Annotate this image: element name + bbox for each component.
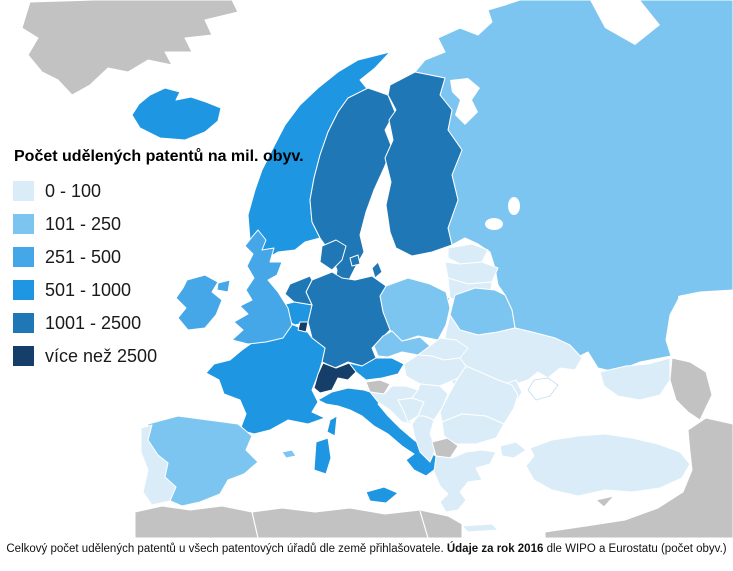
europe-choropleth-map: Počet udělených patentů na mil. obyv. 0 … bbox=[13, 0, 733, 538]
legend-swatch-4 bbox=[13, 313, 34, 333]
country-germany bbox=[305, 271, 391, 369]
country-switzerland bbox=[313, 362, 357, 394]
country-france bbox=[205, 319, 326, 435]
legend-swatch-3 bbox=[13, 280, 34, 300]
country-caucasus bbox=[599, 357, 671, 401]
country-crete bbox=[461, 523, 499, 533]
country-balearics bbox=[281, 449, 297, 459]
country-corsica bbox=[326, 415, 338, 437]
country-denmark-islands bbox=[349, 254, 361, 267]
country-greece bbox=[433, 449, 497, 513]
legend-item-5: více než 2500 bbox=[13, 345, 343, 367]
caption-text-1: Celkový počet udělených patentů u všech … bbox=[6, 543, 447, 555]
africa-border-1 bbox=[251, 511, 259, 538]
legend-swatch-2 bbox=[13, 247, 34, 267]
country-austria bbox=[348, 357, 405, 381]
country-greenland bbox=[21, 0, 239, 96]
country-cyprus bbox=[595, 495, 615, 508]
lake-ladoga bbox=[485, 218, 503, 230]
legend: Počet udělených patentů na mil. obyv. 0 … bbox=[13, 148, 343, 378]
legend-label-4: 1001 - 2500 bbox=[45, 312, 142, 333]
country-crimea bbox=[527, 377, 559, 401]
legend-item-0: 0 - 100 bbox=[13, 180, 343, 202]
country-finland bbox=[384, 71, 463, 257]
legend-item-3: 501 - 1000 bbox=[13, 279, 343, 301]
country-russia bbox=[414, 0, 733, 373]
country-denmark bbox=[319, 239, 347, 271]
country-albania bbox=[411, 415, 437, 463]
legend-item-2: 251 - 500 bbox=[13, 246, 343, 268]
caspian-sea bbox=[678, 290, 733, 366]
country-macedonia bbox=[431, 437, 459, 459]
country-turkey bbox=[525, 433, 691, 497]
legend-label-2: 251 - 500 bbox=[45, 246, 122, 267]
country-gotland bbox=[371, 261, 383, 279]
map-caption: Celkový počet udělených patentů u všech … bbox=[0, 543, 733, 571]
legend-item-1: 101 - 250 bbox=[13, 213, 343, 235]
country-iceland bbox=[131, 87, 222, 141]
country-middle-east bbox=[544, 417, 733, 538]
country-romania bbox=[439, 365, 519, 425]
country-uk bbox=[231, 229, 293, 345]
country-turkey-thrace bbox=[499, 441, 527, 459]
map-canvas bbox=[21, 0, 733, 538]
country-northern-ireland bbox=[216, 279, 231, 293]
country-netherlands bbox=[284, 275, 313, 306]
legend-label-3: 501 - 1000 bbox=[45, 279, 132, 300]
legend-item-4: 1001 - 2500 bbox=[13, 312, 343, 334]
country-slovenia bbox=[365, 379, 391, 395]
legend-title: Počet udělených patentů na mil. obyv. bbox=[14, 148, 304, 165]
country-azerbaijan bbox=[669, 357, 713, 421]
legend-swatch-0 bbox=[13, 181, 34, 201]
legend-label-5: více než 2500 bbox=[45, 345, 158, 366]
legend-swatch-1 bbox=[13, 214, 34, 234]
africa-border-2 bbox=[419, 510, 429, 538]
country-portugal bbox=[140, 424, 177, 506]
country-sardinia bbox=[313, 437, 332, 475]
country-bulgaria bbox=[441, 413, 505, 445]
country-ireland bbox=[175, 274, 223, 331]
country-belarus bbox=[449, 287, 516, 336]
country-sicily bbox=[365, 486, 399, 504]
barents-sea bbox=[590, 0, 660, 45]
lake-onega bbox=[508, 197, 520, 215]
country-north-africa bbox=[134, 505, 463, 538]
white-sea bbox=[450, 78, 480, 125]
caption-text-2: dle WIPO a Eurostatu (počet obyv.) bbox=[543, 543, 727, 555]
legend-label-0: 0 - 100 bbox=[45, 180, 102, 201]
legend-items: 0 - 100 101 - 250 251 - 500 501 - 1000 1001 … bbox=[13, 180, 343, 367]
caption-text-bold: Údaje za rok 2016 bbox=[446, 543, 544, 555]
legend-swatch-5 bbox=[13, 346, 34, 366]
legend-label-1: 101 - 250 bbox=[45, 213, 122, 234]
country-luxembourg bbox=[297, 321, 309, 333]
